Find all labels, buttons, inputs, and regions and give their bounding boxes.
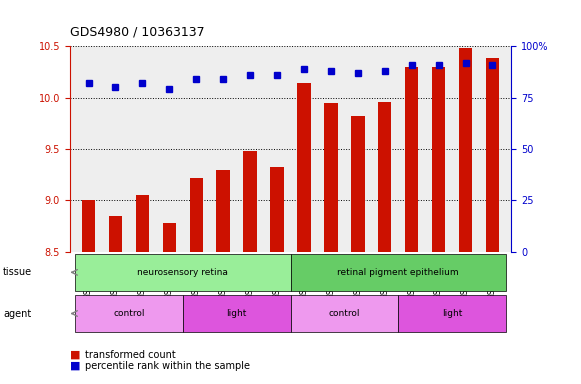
Bar — [405, 67, 418, 384]
Text: tissue: tissue — [3, 267, 32, 277]
Bar — [432, 67, 445, 384]
Bar — [324, 103, 338, 384]
Bar — [109, 216, 122, 384]
Text: light: light — [442, 309, 462, 318]
Text: control: control — [113, 309, 145, 318]
Bar — [189, 178, 203, 384]
Bar — [290, 254, 506, 291]
Bar — [398, 295, 506, 332]
Text: agent: agent — [3, 308, 31, 318]
Text: ■: ■ — [70, 350, 80, 360]
Bar — [163, 223, 176, 384]
Text: retinal pigment epithelium: retinal pigment epithelium — [338, 268, 459, 277]
Bar — [183, 295, 290, 332]
Bar — [243, 151, 257, 384]
Text: ■: ■ — [70, 361, 80, 371]
Text: control: control — [329, 309, 360, 318]
Bar — [378, 102, 392, 384]
Bar — [82, 200, 95, 384]
Bar — [75, 254, 290, 291]
Bar — [297, 83, 311, 384]
Text: percentile rank within the sample: percentile rank within the sample — [85, 361, 250, 371]
Bar — [459, 48, 472, 384]
Bar — [136, 195, 149, 384]
Text: light: light — [227, 309, 247, 318]
Bar — [290, 295, 398, 332]
Bar — [270, 167, 284, 384]
Bar — [486, 58, 499, 384]
Bar — [351, 116, 364, 384]
Text: neurosensory retina: neurosensory retina — [137, 268, 228, 277]
Bar — [75, 295, 183, 332]
Text: GDS4980 / 10363137: GDS4980 / 10363137 — [70, 25, 205, 38]
Bar — [217, 169, 230, 384]
Text: transformed count: transformed count — [85, 350, 175, 360]
